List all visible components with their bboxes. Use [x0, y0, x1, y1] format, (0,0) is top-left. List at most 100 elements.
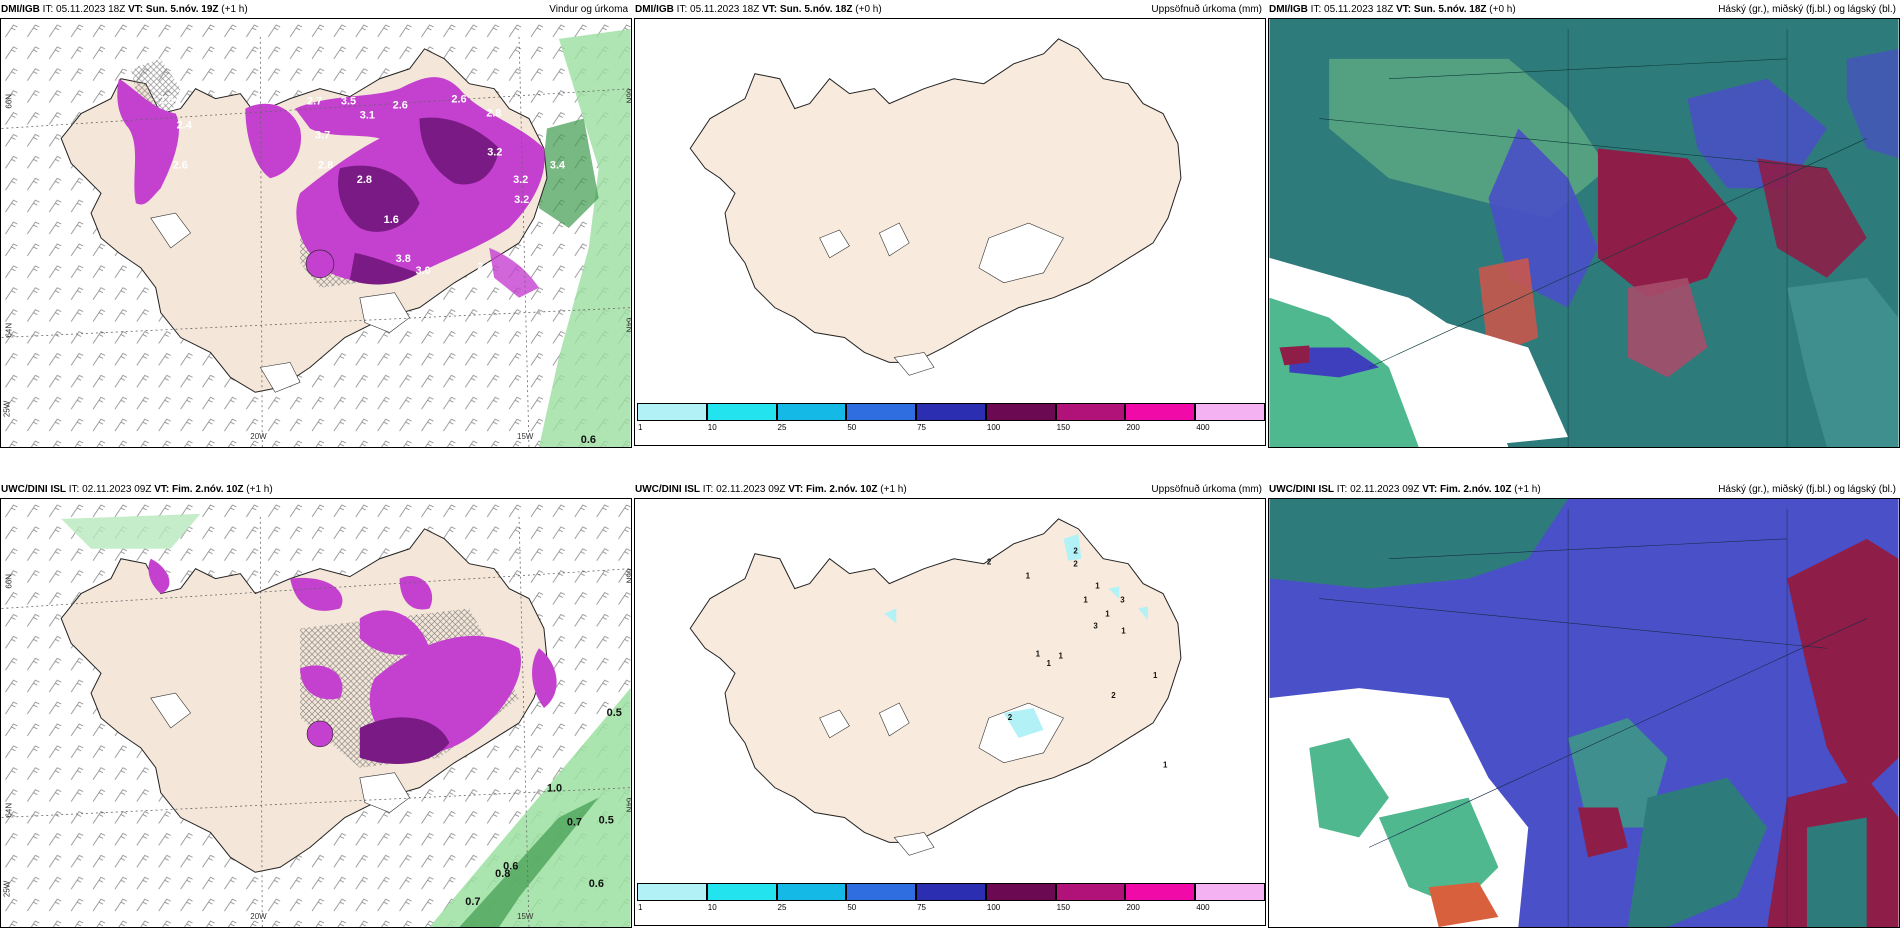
panel-accum-precip-dmi: DMI/IGB IT: 05.11.2023 18Z VT: Sun. 5.nó… — [634, 0, 1266, 448]
lat-label: 66N — [625, 569, 631, 584]
colorbar-cell — [1055, 883, 1126, 901]
colorbar-label: 100 — [986, 903, 1001, 912]
accum-value-label: 1 — [1105, 609, 1110, 618]
precip-value-label: 2.8 — [318, 159, 333, 171]
map-svg — [1269, 19, 1899, 447]
colorbar-cell — [985, 403, 1056, 421]
precip-value-label: 3.0 — [416, 265, 431, 277]
panel-header: UWC/DINI ISL IT: 02.11.2023 09Z VT: Fim.… — [1269, 484, 1896, 495]
precip-value-label: 2.8 — [357, 174, 372, 186]
precip-value-label: 3.4 — [550, 159, 566, 171]
lat-label: 66N — [625, 89, 631, 104]
lon-label: 20W — [250, 432, 267, 441]
map-svg: 20W 15W 25W 66N 64N 66N 64N 0.5 2.5 2.4 … — [1, 19, 631, 447]
accum-value-label: 3 — [1093, 621, 1098, 630]
colorbar-label: 10 — [707, 423, 717, 432]
lon-label: 20W — [250, 912, 267, 921]
lon-label: 15W — [517, 912, 534, 921]
map-accum-precip: 2 2 2 1 3 1 1 1 3 1 1 1 1 2 2 1 1 1 10 25 5… — [634, 498, 1266, 926]
lat-label: 64N — [625, 798, 631, 813]
precip-value-label: 3.5 — [341, 96, 356, 108]
precip-value-label: 0.6 — [503, 860, 518, 872]
panel-header: DMI/IGB IT: 05.11.2023 18Z VT: Sun. 5.nó… — [1, 4, 628, 15]
colorbar-cell — [1195, 883, 1265, 901]
accum-value-label: 1 — [1121, 626, 1126, 635]
panel-wind-precip-dmi: DMI/IGB IT: 05.11.2023 18Z VT: Sun. 5.nó… — [0, 0, 632, 448]
accum-value-label: 2 — [1008, 713, 1013, 722]
colorbar-label: 50 — [847, 423, 857, 432]
accum-value-label: 2 — [1073, 560, 1078, 569]
precip-value-label: 0.5 — [121, 60, 136, 72]
precip-value-label: 2.3 — [477, 261, 492, 273]
colorbar-cell — [916, 403, 986, 421]
colorbar-cell — [1125, 403, 1196, 421]
map-wind-precip: 20W 15W 25W 66N 64N 66N 64N 0.5 1.0 0.7 … — [0, 498, 632, 928]
colorbar-cell — [776, 403, 847, 421]
colorbar-cell — [846, 883, 917, 901]
colorbar-cell — [1125, 883, 1196, 901]
colorbar-label: 75 — [917, 423, 927, 432]
colorbar-label: 25 — [777, 423, 787, 432]
accum-value-label: 1 — [1047, 659, 1052, 668]
precip-value-label: 0.5 — [607, 707, 622, 719]
precip-value-label: 1.0 — [547, 783, 562, 795]
lon-label: 25W — [2, 880, 11, 897]
accum-value-label: 1 — [1026, 572, 1031, 581]
precip-value-label: 0.7 — [465, 896, 480, 908]
panel-title: Vindur og úrkoma — [549, 4, 628, 15]
map-svg: 20W 15W 25W 66N 64N 66N 64N 0.5 1.0 0.7 … — [1, 499, 631, 927]
colorbar-label: 1 — [638, 903, 643, 912]
precip-value-label: 0.5 — [599, 814, 614, 826]
colorbar-label: 400 — [1196, 903, 1210, 912]
precip-value-label: 3.1 — [360, 110, 375, 122]
map-clouds — [1268, 18, 1900, 448]
precip-value-label: 2.5 — [159, 95, 174, 107]
panel-clouds-dmi: DMI/IGB IT: 05.11.2023 18Z VT: Sun. 5.nó… — [1268, 0, 1900, 448]
panel-accum-precip-uwc: UWC/DINI ISL IT: 02.11.2023 09Z VT: Fim.… — [634, 480, 1266, 928]
colorbar: 1 10 25 50 75 100 150 200 400 — [637, 883, 1265, 912]
panel-title: Uppsöfnuð úrkoma (mm) — [1151, 4, 1262, 15]
precip-value-label: 2.8 — [486, 108, 501, 120]
accum-value-label: 1 — [1058, 651, 1063, 660]
colorbar-cell — [1055, 403, 1126, 421]
precip-value-label: 2.6 — [173, 159, 188, 171]
precip-value-label: 1.6 — [384, 214, 399, 226]
lat-label: 64N — [4, 803, 13, 818]
panel-header: DMI/IGB IT: 05.11.2023 18Z VT: Sun. 5.nó… — [1269, 4, 1896, 15]
precip-value-label: 0.6 — [589, 878, 604, 890]
precip-value-label: 2.7 — [307, 96, 322, 108]
lat-label: 64N — [4, 323, 13, 338]
colorbar-label: 200 — [1126, 903, 1140, 912]
precip-value-label: 3.2 — [514, 194, 529, 206]
colorbar-cell — [985, 883, 1056, 901]
colorbar-cell — [637, 883, 707, 901]
lat-label: 66N — [4, 574, 13, 589]
precip-value-label: 3.2 — [487, 146, 502, 158]
colorbar-label: 150 — [1056, 903, 1071, 912]
colorbar-cell — [706, 403, 777, 421]
accum-value-label: 2 — [1111, 691, 1116, 700]
colorbar-cell — [846, 403, 917, 421]
panel-header: UWC/DINI ISL IT: 02.11.2023 09Z VT: Fim.… — [635, 484, 1262, 495]
accum-value-label: 1 — [1083, 596, 1088, 605]
colorbar-cell — [776, 883, 847, 901]
precip-value-label: 0.6 — [581, 434, 596, 446]
colorbar: 1 10 25 50 75 100 150 200 400 — [637, 403, 1265, 432]
map-svg: 2 2 2 1 3 1 1 1 3 1 1 1 1 2 2 1 1 — [635, 499, 1265, 925]
panel-title: Uppsöfnuð úrkoma (mm) — [1151, 484, 1262, 495]
precip-value-label: 2.6 — [393, 100, 408, 112]
precip-value-label: 0.8 — [495, 868, 510, 880]
colorbar-cell — [637, 403, 707, 421]
panel-title: Háský (gr.), miðský (fj.bl.) og lágský (… — [1718, 4, 1896, 15]
colorbar-cell — [706, 883, 777, 901]
map-wind-precip: 20W 15W 25W 66N 64N 66N 64N 0.5 2.5 2.4 … — [0, 18, 632, 448]
precip-value-label: 0.7 — [567, 816, 582, 828]
panel-header: UWC/DINI ISL IT: 02.11.2023 09Z VT: Fim.… — [1, 484, 273, 495]
precip-value-label: 2.4 — [177, 119, 193, 131]
map-svg — [1269, 499, 1899, 927]
precip-value-label: 3.2 — [513, 174, 528, 186]
accum-value-label: 2 — [1073, 547, 1078, 556]
colorbar-label: 200 — [1126, 423, 1140, 432]
colorbar-label: 75 — [917, 903, 927, 912]
lat-label: 66N — [4, 94, 13, 109]
